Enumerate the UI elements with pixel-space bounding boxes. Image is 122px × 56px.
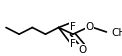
Text: O: O <box>86 22 94 32</box>
Text: F: F <box>70 21 76 31</box>
Text: CH₃: CH₃ <box>111 27 122 37</box>
Text: O: O <box>78 44 87 54</box>
Text: F: F <box>70 38 76 48</box>
